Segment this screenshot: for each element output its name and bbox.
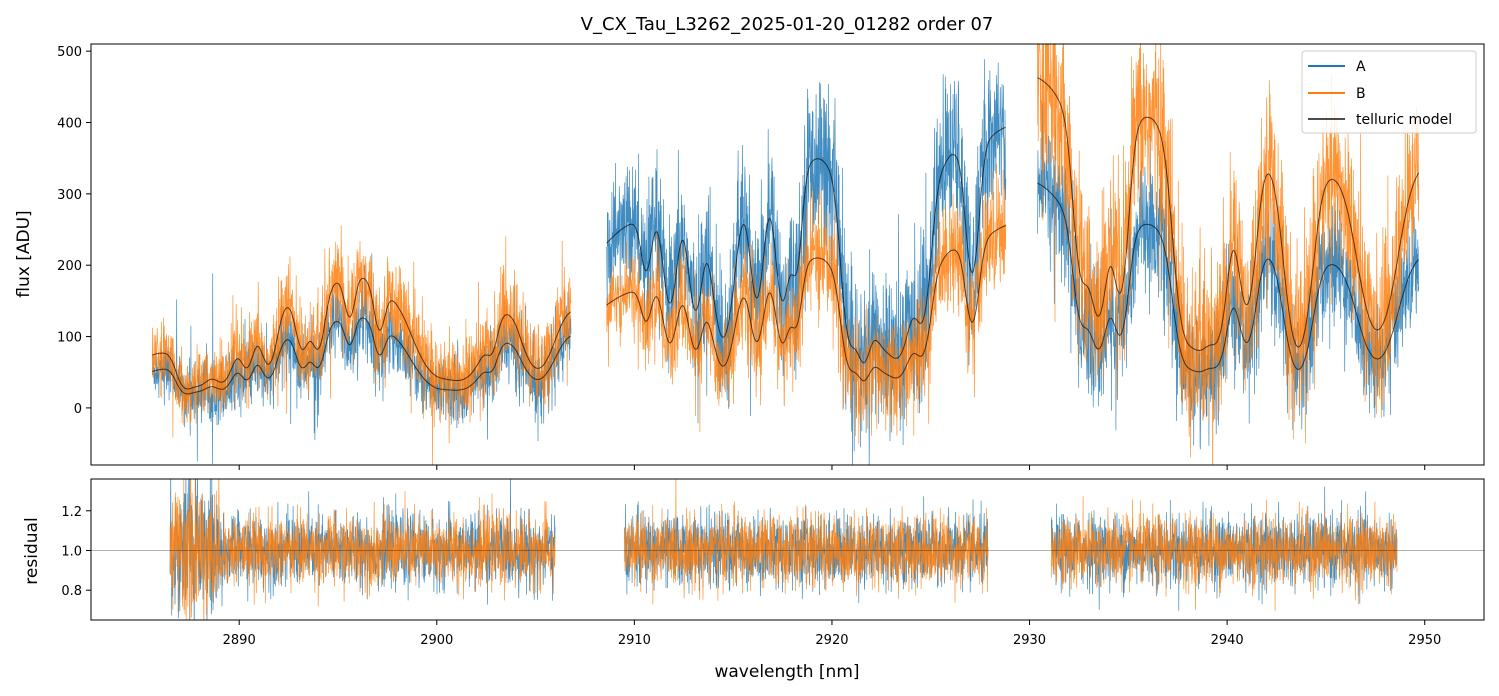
series-b-segment-2 — [606, 163, 1007, 444]
residual-b-segment-1 — [169, 479, 556, 620]
chart-title: V_CX_Tau_L3262_2025-01-20_01282 order 07 — [581, 14, 994, 35]
y-axis-label-flux: flux [ADU] — [14, 210, 34, 297]
legend-label-b: B — [1356, 86, 1366, 102]
xtick-label-2930: 2930 — [1013, 633, 1046, 648]
xtick-label-2890: 2890 — [223, 633, 256, 648]
residual-b-segment-2 — [624, 479, 989, 605]
flux-ytick-label-0: 0 — [74, 402, 82, 417]
telluric-model-b-segment-3 — [1037, 77, 1420, 351]
residual-ytick-label-0.8: 0.8 — [61, 584, 82, 599]
residual-ytick-label-1: 1.0 — [61, 544, 82, 559]
xtick-label-2940: 2940 — [1211, 633, 1244, 648]
y-axis-label-residual: residual — [22, 517, 42, 584]
flux-axes-frame — [90, 43, 1485, 466]
flux-ytick-label-400: 400 — [57, 116, 82, 131]
telluric-model-a-segment-3 — [1037, 182, 1419, 373]
flux-ytick-label-500: 500 — [57, 45, 82, 60]
telluric-model-b-segment-1 — [152, 277, 572, 390]
flux-ytick-label-300: 300 — [57, 188, 82, 203]
xtick-label-2910: 2910 — [618, 633, 651, 648]
legend-label-model: telluric model — [1356, 112, 1452, 128]
x-axis-label: wavelength [nm] — [714, 662, 859, 682]
flux-ytick-label-200: 200 — [57, 259, 82, 274]
flux-ytick-label-100: 100 — [57, 331, 82, 346]
telluric-model-a-segment-2 — [606, 126, 1006, 364]
telluric-model-b-segment-2 — [606, 225, 1006, 382]
residual-axes-frame — [90, 478, 1485, 621]
legend-label-a: A — [1356, 59, 1366, 75]
xtick-label-2950: 2950 — [1408, 633, 1441, 648]
xtick-label-2920: 2920 — [815, 633, 848, 648]
residual-ytick-label-1.2: 1.2 — [61, 505, 82, 520]
legend: A B telluric model — [1301, 50, 1477, 134]
telluric-model-a-segment-1 — [152, 317, 572, 395]
residual-panel: 0.8 1.0 1.2 2890 2900 2910 2920 2930 2940 2950 r… — [22, 478, 1485, 682]
flux-panel: 0 100 200 300 400 500 flux [ADU] A B telluric… — [14, 43, 1485, 470]
residual-b-segment-3 — [1050, 496, 1398, 611]
xtick-label-2900: 2900 — [420, 633, 453, 648]
series-b-segment-1 — [151, 225, 572, 465]
